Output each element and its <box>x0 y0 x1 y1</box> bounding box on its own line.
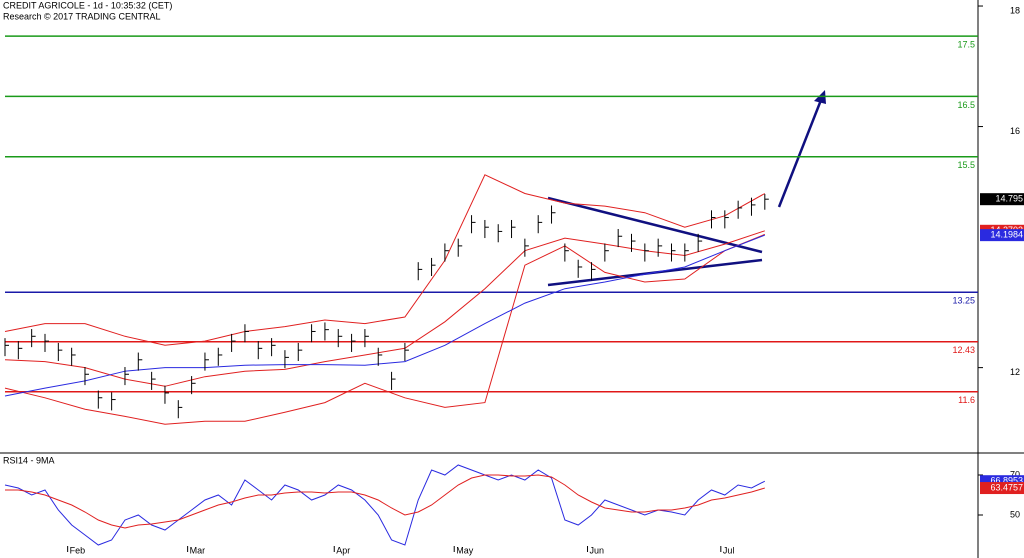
chart-subtitle: Research © 2017 TRADING CENTRAL <box>3 11 161 21</box>
level-label: 16.5 <box>957 100 975 110</box>
arrow-shaft <box>777 99 823 208</box>
level-label: 15.5 <box>957 160 975 170</box>
overlay-line <box>4 174 766 346</box>
y-tick-label: 50 <box>1010 509 1020 519</box>
value-tag-label: 14.795 <box>995 194 1023 204</box>
value-tag-label: 66.8953 <box>990 476 1023 486</box>
value-tag-label: 63.4757 <box>990 482 1023 492</box>
y-tick-label: 16 <box>1010 126 1020 136</box>
rsi-line <box>5 474 765 529</box>
level-label: 17.5 <box>957 40 975 50</box>
x-tick-label: Feb <box>70 545 86 555</box>
value-tag-label: 14.1984 <box>990 230 1023 240</box>
x-tick-label: Apr <box>336 545 350 555</box>
rsi-title: RSI14 - 9MA <box>3 455 55 465</box>
x-tick-label: Mar <box>190 545 206 555</box>
value-tag <box>980 193 1024 206</box>
x-tick-label: Jul <box>723 545 735 555</box>
y-tick-label: 70 <box>1010 469 1020 479</box>
x-tick-label: Jun <box>590 545 605 555</box>
chart-title: CREDIT AGRICOLE - 1d - 10:35:32 (CET) <box>3 0 172 10</box>
x-tick-label: May <box>456 545 474 555</box>
overlay-line <box>4 234 765 397</box>
value-tag <box>980 482 1024 495</box>
level-label: 13.25 <box>952 296 975 306</box>
level-label: 11.6 <box>958 395 975 405</box>
y-tick-label: 12 <box>1010 367 1020 377</box>
y-tick-label: 18 <box>1010 5 1020 15</box>
trend-line <box>547 196 763 254</box>
overlay-line <box>4 230 765 387</box>
value-tag <box>980 229 1024 242</box>
level-label: 12.43 <box>952 345 975 355</box>
overlay-line <box>4 233 765 425</box>
